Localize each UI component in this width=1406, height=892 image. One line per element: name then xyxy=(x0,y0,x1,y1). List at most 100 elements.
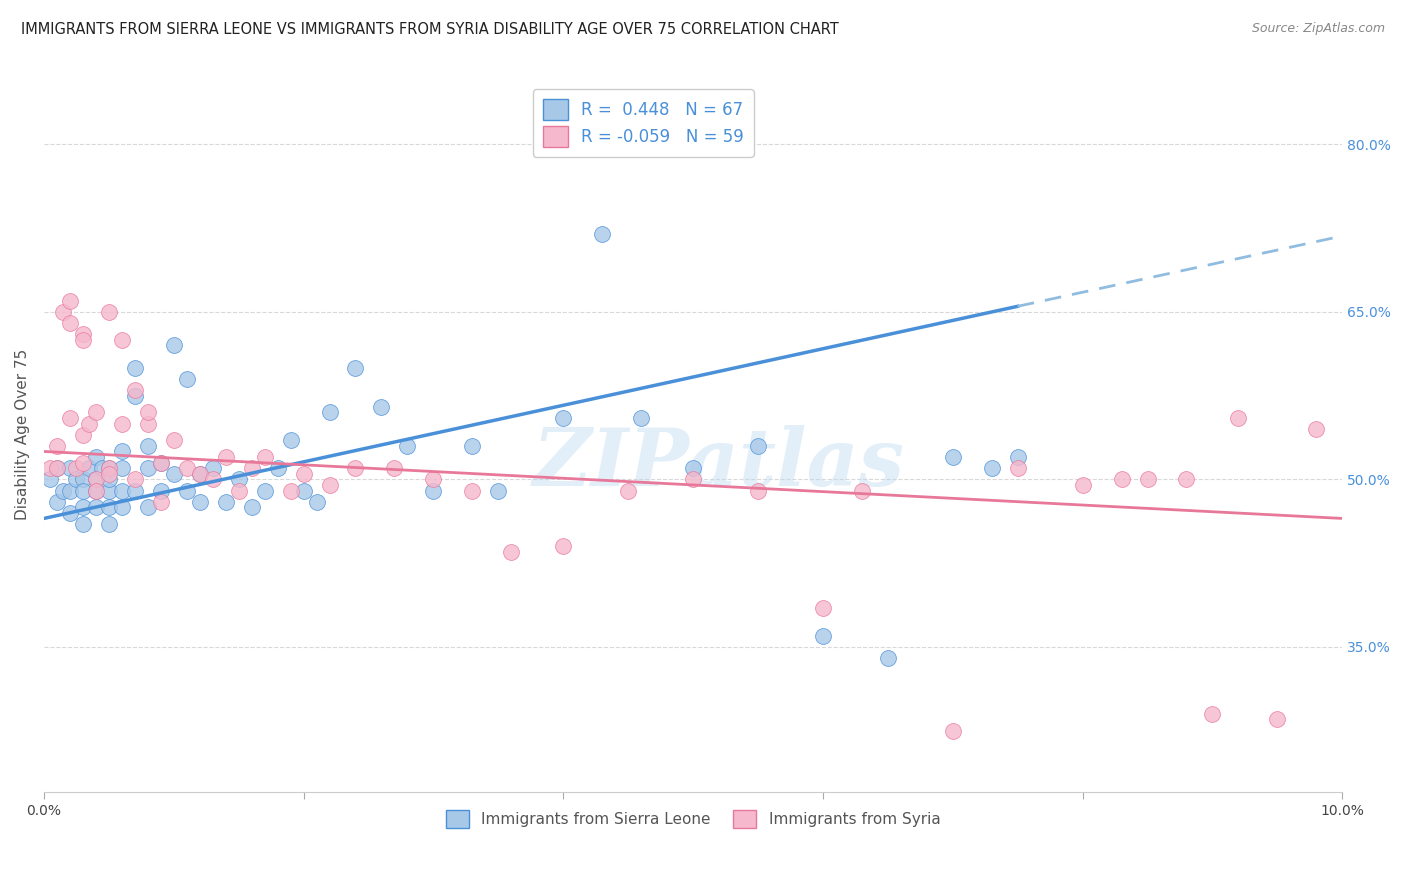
Point xyxy=(370,400,392,414)
Point xyxy=(980,461,1002,475)
Point xyxy=(176,461,198,475)
Point xyxy=(84,472,107,486)
Point xyxy=(72,472,94,486)
Point xyxy=(305,494,328,508)
Point xyxy=(318,405,340,419)
Point xyxy=(1071,478,1094,492)
Point xyxy=(124,389,146,403)
Point xyxy=(97,467,120,481)
Point xyxy=(876,651,898,665)
Point xyxy=(79,461,101,475)
Point xyxy=(84,483,107,498)
Point xyxy=(163,467,186,481)
Point xyxy=(97,305,120,319)
Point xyxy=(136,461,159,475)
Point xyxy=(72,427,94,442)
Point xyxy=(384,461,406,475)
Point xyxy=(84,483,107,498)
Point xyxy=(111,333,134,347)
Point xyxy=(486,483,509,498)
Point xyxy=(1175,472,1198,486)
Point xyxy=(149,483,172,498)
Point xyxy=(201,472,224,486)
Y-axis label: Disability Age Over 75: Disability Age Over 75 xyxy=(15,349,30,520)
Point xyxy=(553,539,575,553)
Point xyxy=(136,417,159,431)
Point xyxy=(176,372,198,386)
Point xyxy=(630,411,652,425)
Point xyxy=(280,483,302,498)
Point xyxy=(72,333,94,347)
Point xyxy=(163,338,186,352)
Point xyxy=(79,417,101,431)
Point xyxy=(253,450,276,464)
Point xyxy=(111,444,134,458)
Point xyxy=(72,500,94,515)
Point xyxy=(811,600,834,615)
Point xyxy=(124,383,146,397)
Point xyxy=(111,483,134,498)
Point xyxy=(72,456,94,470)
Point xyxy=(1201,706,1223,721)
Point xyxy=(149,456,172,470)
Point xyxy=(59,411,82,425)
Text: ZIPatlas: ZIPatlas xyxy=(533,425,905,502)
Point xyxy=(617,483,640,498)
Point xyxy=(851,483,873,498)
Point xyxy=(84,472,107,486)
Point xyxy=(97,461,120,475)
Point xyxy=(1227,411,1250,425)
Point xyxy=(72,516,94,531)
Point xyxy=(292,483,315,498)
Point xyxy=(214,450,236,464)
Point xyxy=(84,405,107,419)
Point xyxy=(59,316,82,330)
Point xyxy=(682,472,704,486)
Point xyxy=(124,360,146,375)
Point xyxy=(344,360,367,375)
Point xyxy=(149,494,172,508)
Point xyxy=(591,227,613,241)
Point xyxy=(52,305,75,319)
Point xyxy=(188,494,211,508)
Point xyxy=(188,467,211,481)
Point xyxy=(318,478,340,492)
Point xyxy=(65,472,87,486)
Point xyxy=(1007,461,1029,475)
Point xyxy=(553,411,575,425)
Legend: Immigrants from Sierra Leone, Immigrants from Syria: Immigrants from Sierra Leone, Immigrants… xyxy=(440,804,946,834)
Point xyxy=(253,483,276,498)
Point xyxy=(1305,422,1327,436)
Point xyxy=(97,500,120,515)
Point xyxy=(65,461,87,475)
Point xyxy=(747,483,769,498)
Point xyxy=(240,461,263,475)
Point xyxy=(39,461,62,475)
Text: IMMIGRANTS FROM SIERRA LEONE VS IMMIGRANTS FROM SYRIA DISABILITY AGE OVER 75 COR: IMMIGRANTS FROM SIERRA LEONE VS IMMIGRAN… xyxy=(21,22,839,37)
Point xyxy=(45,461,67,475)
Point xyxy=(747,439,769,453)
Point xyxy=(111,500,134,515)
Point xyxy=(811,629,834,643)
Point xyxy=(422,483,444,498)
Point xyxy=(461,439,484,453)
Point xyxy=(188,467,211,481)
Point xyxy=(1007,450,1029,464)
Point xyxy=(149,456,172,470)
Point xyxy=(124,472,146,486)
Point xyxy=(136,500,159,515)
Point xyxy=(136,439,159,453)
Point xyxy=(240,500,263,515)
Point xyxy=(97,472,120,486)
Point xyxy=(111,417,134,431)
Point xyxy=(45,461,67,475)
Point xyxy=(344,461,367,475)
Point xyxy=(228,483,250,498)
Point xyxy=(72,327,94,342)
Point xyxy=(72,483,94,498)
Point xyxy=(942,450,965,464)
Point xyxy=(124,483,146,498)
Point xyxy=(422,472,444,486)
Point xyxy=(59,293,82,308)
Point xyxy=(39,472,62,486)
